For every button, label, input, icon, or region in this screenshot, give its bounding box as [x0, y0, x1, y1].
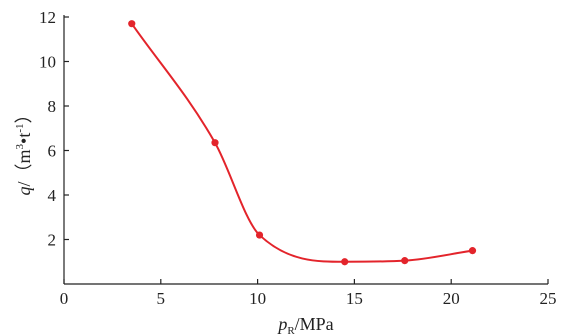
x-axis-subscript: R [287, 325, 295, 335]
y-tick-label: 6 [48, 142, 57, 161]
x-tick-label: 5 [157, 289, 166, 308]
x-tick-label: 15 [346, 289, 363, 308]
data-point [211, 139, 219, 147]
x-axis-unit: /MPa [295, 314, 334, 334]
y-tick-label: 2 [48, 231, 57, 250]
x-tick-label: 0 [60, 289, 69, 308]
y-axis-unit-sup1: 3 [14, 143, 26, 149]
data-point [255, 231, 264, 239]
y-ticks: 2 4 6 8 10 12 [39, 8, 69, 250]
x-tick-label: 20 [443, 289, 460, 308]
data-point [128, 20, 136, 28]
y-axis-unit-open: /（m [14, 149, 34, 186]
x-axis-title: pR/MPa [276, 314, 333, 335]
x-ticks: 0 5 10 15 20 25 [60, 279, 557, 308]
y-tick-label: 12 [39, 8, 56, 27]
y-axis-unit-sup2: -1 [14, 124, 26, 133]
y-axis-symbol: q [14, 187, 34, 196]
y-axis-unit-close: ） [14, 106, 34, 124]
x-tick-label: 10 [249, 289, 266, 308]
data-point [341, 258, 349, 266]
data-point [401, 257, 409, 265]
x-axis-symbol: p [276, 314, 287, 334]
y-axis-title: q/（m3•t-1） [14, 106, 34, 196]
axes [63, 15, 548, 285]
data-series [128, 20, 477, 266]
data-point [468, 247, 477, 255]
y-tick-label: 4 [48, 186, 57, 205]
y-axis-unit-mid: •t [14, 133, 34, 144]
y-tick-label: 8 [48, 97, 57, 116]
x-tick-label: 25 [540, 289, 557, 308]
series-line [130, 23, 473, 263]
y-tick-label: 10 [39, 53, 56, 72]
